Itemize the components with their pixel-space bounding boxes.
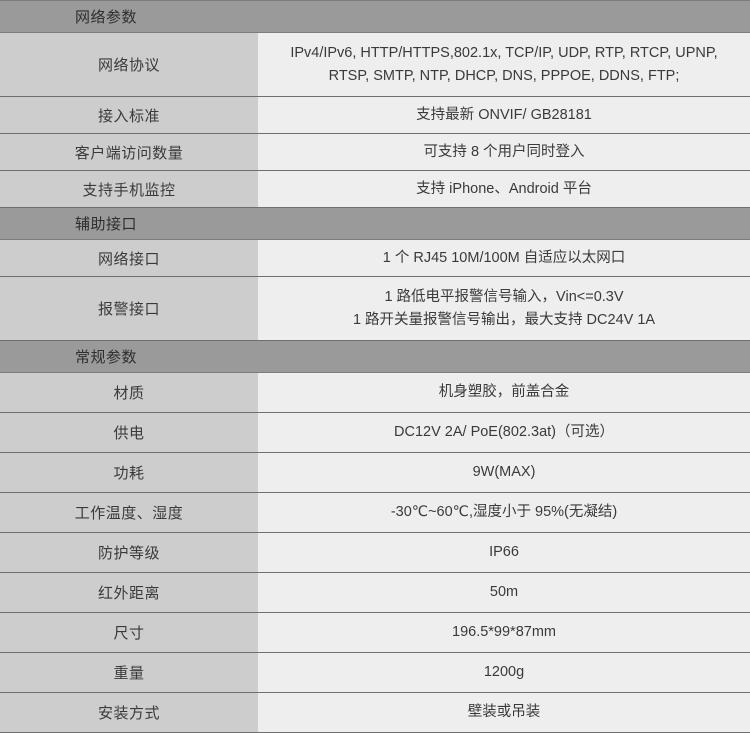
spec-label: 网络协议 bbox=[0, 32, 258, 97]
table-row: 红外距离 50m bbox=[0, 572, 750, 613]
spec-value-line: 50m bbox=[489, 584, 519, 601]
spec-value: 50m bbox=[258, 572, 750, 613]
spec-value: DC12V 2A/ PoE(802.3at)（可选） bbox=[258, 412, 750, 453]
spec-label: 网络接口 bbox=[0, 239, 258, 277]
table-row: 供电 DC12V 2A/ PoE(802.3at)（可选） bbox=[0, 412, 750, 453]
spec-value-line: IPv4/IPv6, HTTP/HTTPS,802.1x, TCP/IP, UD… bbox=[290, 45, 718, 62]
table-row: 网络协议 IPv4/IPv6, HTTP/HTTPS,802.1x, TCP/IP… bbox=[0, 32, 750, 97]
table-row: 支持手机监控 支持 iPhone、Android 平台 bbox=[0, 170, 750, 208]
section-title-general-parameters: 常规参数 bbox=[0, 340, 750, 373]
spec-value: 可支持 8 个用户同时登入 bbox=[258, 133, 750, 171]
spec-value: 1 个 RJ45 10M/100M 自适应以太网口 bbox=[258, 239, 750, 277]
spec-value-line: DC12V 2A/ PoE(802.3at)（可选） bbox=[394, 424, 615, 441]
spec-value: 壁装或吊装 bbox=[258, 692, 750, 733]
table-row: 接入标准 支持最新 ONVIF/ GB28181 bbox=[0, 96, 750, 134]
spec-value-line: 支持 iPhone、Android 平台 bbox=[416, 180, 592, 197]
spec-value-line: 机身塑胶，前盖合金 bbox=[438, 384, 570, 401]
spec-value: 1 路低电平报警信号输入，Vin<=0.3V 1 路开关量报警信号输出，最大支持 … bbox=[258, 276, 750, 341]
spec-value: -30℃~60℃,湿度小于 95%(无凝结) bbox=[258, 492, 750, 533]
spec-label: 接入标准 bbox=[0, 96, 258, 134]
section-header-row: 网络参数 bbox=[0, 0, 750, 33]
spec-label: 尺寸 bbox=[0, 612, 258, 653]
section-title-network-parameters: 网络参数 bbox=[0, 0, 750, 33]
table-row: 重量 1200g bbox=[0, 652, 750, 693]
spec-value-line: -30℃~60℃,湿度小于 95%(无凝结) bbox=[390, 504, 618, 521]
table-row: 功耗 9W(MAX) bbox=[0, 452, 750, 493]
spec-label: 支持手机监控 bbox=[0, 170, 258, 208]
spec-value-line: 9W(MAX) bbox=[472, 464, 536, 481]
spec-label: 客户端访问数量 bbox=[0, 133, 258, 171]
section-title-auxiliary-interface: 辅助接口 bbox=[0, 207, 750, 240]
spec-value: 支持最新 ONVIF/ GB28181 bbox=[258, 96, 750, 134]
spec-label: 重量 bbox=[0, 652, 258, 693]
spec-value: 196.5*99*87mm bbox=[258, 612, 750, 653]
section-header-row: 常规参数 bbox=[0, 340, 750, 373]
spec-value: 9W(MAX) bbox=[258, 452, 750, 493]
table-row: 尺寸 196.5*99*87mm bbox=[0, 612, 750, 653]
spec-label: 红外距离 bbox=[0, 572, 258, 613]
spec-label: 防护等级 bbox=[0, 532, 258, 573]
table-row: 客户端访问数量 可支持 8 个用户同时登入 bbox=[0, 133, 750, 171]
section-header-row: 辅助接口 bbox=[0, 207, 750, 240]
spec-label: 材质 bbox=[0, 372, 258, 413]
spec-value-line: 1200g bbox=[483, 664, 525, 681]
spec-value-line: 1 路低电平报警信号输入，Vin<=0.3V bbox=[384, 289, 624, 306]
table-row: 材质 机身塑胶，前盖合金 bbox=[0, 372, 750, 413]
table-row: 工作温度、湿度 -30℃~60℃,湿度小于 95%(无凝结) bbox=[0, 492, 750, 533]
spec-value-line: 1 个 RJ45 10M/100M 自适应以太网口 bbox=[382, 249, 626, 266]
spec-value: IPv4/IPv6, HTTP/HTTPS,802.1x, TCP/IP, UD… bbox=[258, 32, 750, 97]
table-row: 网络接口 1 个 RJ45 10M/100M 自适应以太网口 bbox=[0, 239, 750, 277]
spec-value-line: 1 路开关量报警信号输出，最大支持 DC24V 1A bbox=[352, 311, 656, 328]
spec-value-line: 可支持 8 个用户同时登入 bbox=[423, 143, 585, 160]
spec-value-line: 196.5*99*87mm bbox=[452, 624, 556, 641]
spec-label: 工作温度、湿度 bbox=[0, 492, 258, 533]
spec-value: 机身塑胶，前盖合金 bbox=[258, 372, 750, 413]
table-row: 安装方式 壁装或吊装 bbox=[0, 692, 750, 733]
spec-value: 1200g bbox=[258, 652, 750, 693]
spec-value-line: RTSP, SMTP, NTP, DHCP, DNS, PPPOE, DDNS,… bbox=[328, 67, 680, 84]
spec-label: 安装方式 bbox=[0, 692, 258, 733]
spec-label: 功耗 bbox=[0, 452, 258, 493]
spec-value: 支持 iPhone、Android 平台 bbox=[258, 170, 750, 208]
spec-label: 供电 bbox=[0, 412, 258, 453]
spec-label: 报警接口 bbox=[0, 276, 258, 341]
spec-value-line: 壁装或吊装 bbox=[467, 704, 541, 721]
spec-value-line: IP66 bbox=[489, 544, 519, 561]
table-row: 防护等级 IP66 bbox=[0, 532, 750, 573]
spec-value-line: 支持最新 ONVIF/ GB28181 bbox=[416, 106, 592, 123]
table-row: 报警接口 1 路低电平报警信号输入，Vin<=0.3V 1 路开关量报警信号输出，最… bbox=[0, 276, 750, 341]
spec-value: IP66 bbox=[258, 532, 750, 573]
